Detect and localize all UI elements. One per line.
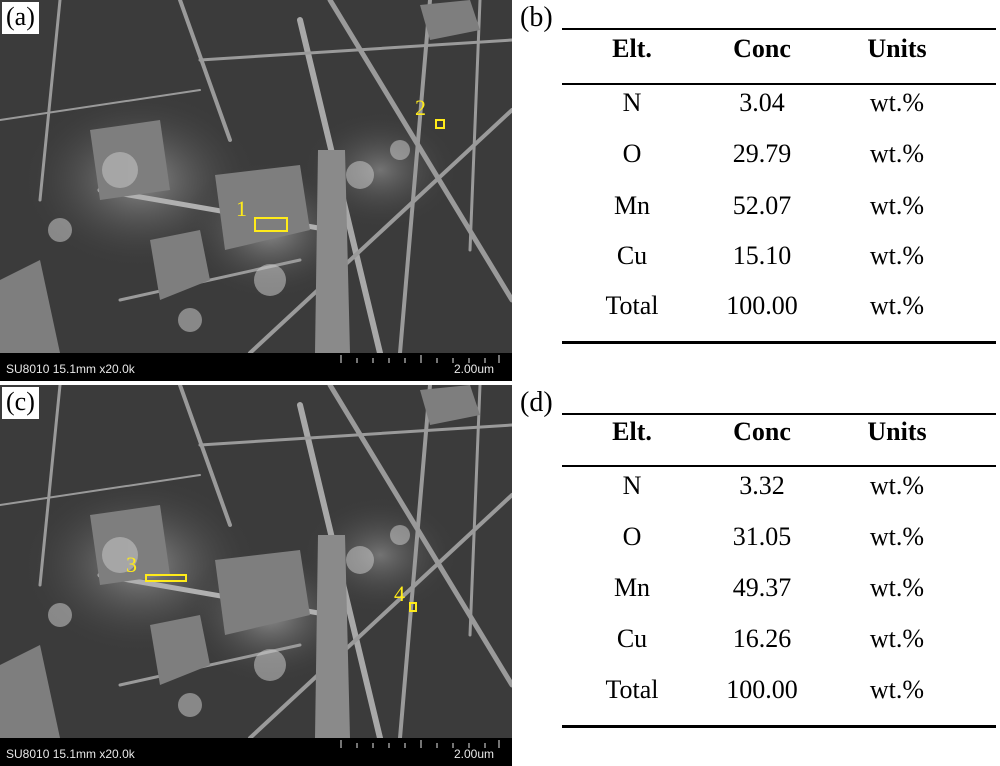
- cell-concentration: 3.04: [739, 88, 785, 117]
- cell-units: wt.%: [869, 291, 925, 320]
- cell-units: wt.%: [869, 624, 925, 653]
- cell-concentration: 3.32: [739, 471, 785, 500]
- table-bottom-rule-b: [562, 341, 996, 344]
- sem-image-panel-c: (c) 3 4 SU8010 15.1mm x20.0k 2.00um: [0, 385, 512, 766]
- table-row: Cu 15.10 wt.%: [562, 241, 996, 271]
- header-element: Elt.: [612, 417, 652, 446]
- panel-label-a: (a): [2, 2, 39, 34]
- sem-image-panel-a: (a) 1 2 SU8010 15.1mm x20.0k 2.00um: [0, 0, 512, 381]
- cell-element: Mn: [613, 573, 651, 602]
- sem-info-bar-c: SU8010 15.1mm x20.0k 2.00um: [0, 738, 512, 766]
- table-header-rule-b: [562, 83, 996, 85]
- header-concentration: Conc: [733, 34, 791, 63]
- table-top-rule-b: [562, 28, 996, 30]
- cell-element: Total: [605, 675, 659, 704]
- marker-number-2: 2: [415, 95, 426, 120]
- table-header-row-d: Elt. Conc Units: [562, 417, 996, 447]
- table-row: Total 100.00 wt.%: [562, 675, 996, 705]
- table-row: N 3.04 wt.%: [562, 88, 996, 118]
- marker-box-2: [435, 119, 445, 129]
- table-header-rule-d: [562, 465, 996, 467]
- cell-element: N: [622, 471, 642, 500]
- table-row: N 3.32 wt.%: [562, 471, 996, 501]
- cell-concentration: 52.07: [732, 191, 792, 220]
- cell-units: wt.%: [869, 471, 925, 500]
- cell-concentration: 16.26: [732, 624, 792, 653]
- scale-bar-a: [340, 355, 500, 363]
- cell-concentration: 100.00: [726, 675, 798, 704]
- panel-label-c: (c): [2, 387, 39, 419]
- table-row: Cu 16.26 wt.%: [562, 624, 996, 654]
- cell-units: wt.%: [869, 522, 925, 551]
- table-header-row-b: Elt. Conc Units: [562, 34, 996, 64]
- marker-number-1: 1: [236, 196, 247, 221]
- cell-units: wt.%: [869, 88, 925, 117]
- cell-units: wt.%: [869, 675, 925, 704]
- scale-bar-label-c: 2.00um: [453, 747, 494, 761]
- table-row: O 31.05 wt.%: [562, 522, 996, 552]
- cell-units: wt.%: [869, 191, 925, 220]
- cell-element: O: [622, 522, 642, 551]
- table-top-rule-d: [562, 413, 996, 415]
- cell-element: Mn: [613, 191, 651, 220]
- table-row: Total 100.00 wt.%: [562, 291, 996, 321]
- cell-element: O: [622, 139, 642, 168]
- header-element: Elt.: [612, 34, 652, 63]
- sem-instrument-info-a: SU8010 15.1mm x20.0k: [6, 362, 135, 376]
- sem-info-bar-a: SU8010 15.1mm x20.0k 2.00um: [0, 353, 512, 381]
- sem-instrument-info-c: SU8010 15.1mm x20.0k: [6, 747, 135, 761]
- table-label-b: (b): [520, 2, 553, 33]
- marker-number-4: 4: [394, 581, 405, 606]
- cell-element: Cu: [616, 624, 648, 653]
- table-row: O 29.79 wt.%: [562, 139, 996, 169]
- header-concentration: Conc: [733, 417, 791, 446]
- table-row: Mn 49.37 wt.%: [562, 573, 996, 603]
- marker-number-3: 3: [126, 552, 137, 577]
- sem-micrograph-a: [0, 0, 512, 353]
- cell-units: wt.%: [869, 241, 925, 270]
- marker-box-3: [145, 574, 187, 582]
- cell-element: Total: [605, 291, 659, 320]
- scale-bar-label-a: 2.00um: [453, 362, 494, 376]
- marker-box-1: [254, 217, 288, 232]
- cell-concentration: 15.10: [732, 241, 792, 270]
- cell-concentration: 49.37: [732, 573, 792, 602]
- header-units: Units: [867, 417, 927, 446]
- cell-element: N: [622, 88, 642, 117]
- header-units: Units: [867, 34, 927, 63]
- sem-micrograph-c: [0, 385, 512, 738]
- cell-units: wt.%: [869, 573, 925, 602]
- cell-element: Cu: [616, 241, 648, 270]
- cell-units: wt.%: [869, 139, 925, 168]
- marker-box-4: [409, 602, 417, 612]
- table-row: Mn 52.07 wt.%: [562, 191, 996, 221]
- cell-concentration: 31.05: [732, 522, 792, 551]
- scale-bar-c: [340, 740, 500, 748]
- table-label-d: (d): [520, 387, 553, 418]
- cell-concentration: 100.00: [726, 291, 798, 320]
- cell-concentration: 29.79: [732, 139, 792, 168]
- table-bottom-rule-d: [562, 725, 996, 728]
